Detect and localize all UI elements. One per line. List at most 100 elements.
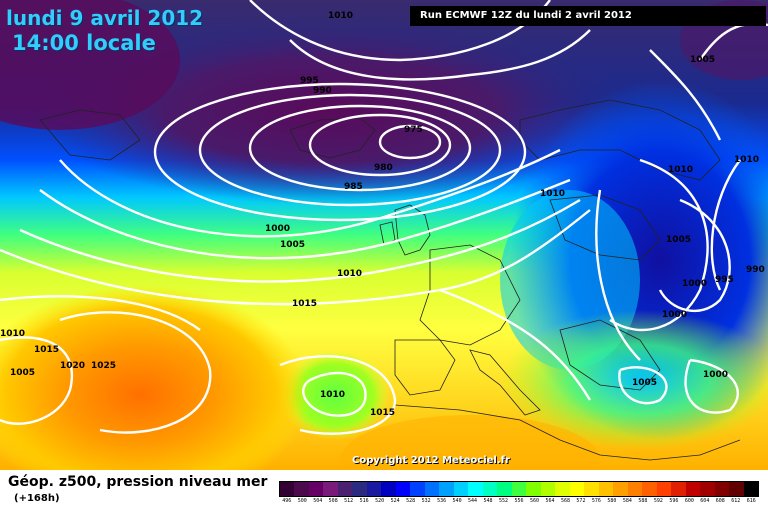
colorbar-swatch — [685, 482, 701, 496]
legend-subtitle: (+168h) — [14, 493, 60, 504]
colorbar-label: 592 — [653, 498, 663, 504]
isobar-label: 1025 — [91, 361, 116, 371]
colorbar-swatch — [410, 482, 425, 496]
colorbar-label: 504 — [313, 498, 323, 504]
colorbar-swatch — [482, 482, 498, 496]
colorbar-label: 572 — [576, 498, 586, 504]
isobar-label: 1005 — [690, 55, 715, 65]
isobar-label: 990 — [313, 86, 332, 96]
colorbar-swatch — [468, 482, 483, 496]
colorbar-label: 600 — [684, 498, 694, 504]
isobars — [0, 0, 768, 434]
colorbar-label: 544 — [468, 498, 478, 504]
isobar-label: 1020 — [60, 361, 85, 371]
isobar-label: 1000 — [265, 224, 290, 234]
colorbar-swatch — [395, 482, 411, 496]
isobar-label: 1010 — [668, 165, 693, 175]
colorbar-label: 532 — [421, 498, 431, 504]
isobar-label: 995 — [300, 76, 319, 86]
colorbar-label: 520 — [375, 498, 385, 504]
colorbar — [279, 481, 759, 497]
colorbar-swatch — [439, 482, 454, 496]
colorbar-swatch — [656, 482, 672, 496]
isobar-labels: 1010 1005 995 990 975 980 985 1000 1005 … — [0, 11, 765, 418]
colorbar-label: 596 — [669, 498, 679, 504]
colorbar-swatch — [714, 482, 730, 496]
colorbar-label: 608 — [715, 498, 725, 504]
colorbar-label: 576 — [591, 498, 601, 504]
colorbar-label: 516 — [359, 498, 369, 504]
isobar-label: 1010 — [734, 155, 759, 165]
isobar-label: 1000 — [703, 370, 728, 380]
colorbar-label: 560 — [529, 498, 539, 504]
colorbar-label: 528 — [406, 498, 416, 504]
colorbar-swatch — [569, 482, 585, 496]
colorbar-swatch — [598, 482, 614, 496]
colorbar-label: 524 — [390, 498, 400, 504]
legend-footer: Géop. z500, pression niveau mer (+168h) … — [0, 470, 768, 512]
colorbar-label: 536 — [437, 498, 447, 504]
isobar-label: 975 — [404, 125, 423, 135]
colorbar-swatch — [700, 482, 715, 496]
colorbar-swatch — [453, 482, 469, 496]
colorbar-swatch — [352, 482, 367, 496]
colorbar-label: 568 — [560, 498, 570, 504]
colorbar-swatch — [308, 482, 324, 496]
map-canvas: 1010 1005 995 990 975 980 985 1000 1005 … — [0, 0, 768, 470]
colorbar-swatch — [497, 482, 512, 496]
colorbar-label: 616 — [746, 498, 756, 504]
isobar-label: 1000 — [662, 310, 687, 320]
colorbar-label: 612 — [731, 498, 741, 504]
isobar-label: 1010 — [337, 269, 362, 279]
colorbar-label: 512 — [344, 498, 354, 504]
colorbar-label: 496 — [282, 498, 292, 504]
colorbar-swatch — [743, 482, 758, 496]
colorbar-label: 556 — [514, 498, 524, 504]
colorbar-swatch — [511, 482, 527, 496]
isobar-label: 1010 — [0, 329, 25, 339]
isobar-label: 1010 — [328, 11, 353, 21]
weather-map: 1010 1005 995 990 975 980 985 1000 1005 … — [0, 0, 768, 470]
isobar-label: 1015 — [292, 299, 317, 309]
colorbar-label: 588 — [638, 498, 648, 504]
time-title: 14:00 locale — [12, 31, 156, 55]
colorbar-label: 500 — [297, 498, 307, 504]
isobar-label: 1010 — [540, 189, 565, 199]
run-info-box: Run ECMWF 12Z du lundi 2 avril 2012 — [410, 6, 766, 26]
colorbar-swatch — [366, 482, 382, 496]
colorbar-label: 564 — [545, 498, 555, 504]
colorbar-swatch — [337, 482, 353, 496]
colorbar-label: 580 — [607, 498, 617, 504]
copyright-text: Copyright 2012 Meteociel.fr — [352, 455, 510, 466]
colorbar-label: 584 — [622, 498, 632, 504]
colorbar-swatch — [671, 482, 686, 496]
legend-title: Géop. z500, pression niveau mer — [8, 474, 268, 490]
isobar-label: 1005 — [632, 378, 657, 388]
colorbar-swatch — [729, 482, 744, 496]
colorbar-label: 604 — [700, 498, 710, 504]
colorbar-swatch — [526, 482, 541, 496]
colorbar-swatch — [642, 482, 657, 496]
isobar-label: 990 — [746, 265, 765, 275]
isobar-label: 985 — [344, 182, 363, 192]
colorbar-swatch — [584, 482, 599, 496]
isobar-label: 1015 — [34, 345, 59, 355]
isobar-label: 1005 — [666, 235, 691, 245]
colorbar-labels: 496 500 504 508 512 516 520 524 528 532 536 540 544 5… — [279, 498, 759, 504]
colorbar-swatch — [555, 482, 570, 496]
colorbar-swatch — [424, 482, 440, 496]
colorbar-swatch — [294, 482, 309, 496]
colorbar-swatch — [381, 482, 396, 496]
isobar-label: 995 — [715, 275, 734, 285]
date-title: lundi 9 avril 2012 — [6, 6, 204, 30]
colorbar-label: 548 — [483, 498, 493, 504]
colorbar-swatch — [540, 482, 556, 496]
colorbar-swatch — [323, 482, 338, 496]
isobar-label: 1015 — [370, 408, 395, 418]
isobar-label: 1005 — [280, 240, 305, 250]
colorbar-swatch — [280, 482, 295, 496]
colorbar-label: 540 — [452, 498, 462, 504]
isobar-label: 1000 — [682, 279, 707, 289]
isobar-label: 1005 — [10, 368, 35, 378]
colorbar-label: 508 — [328, 498, 338, 504]
